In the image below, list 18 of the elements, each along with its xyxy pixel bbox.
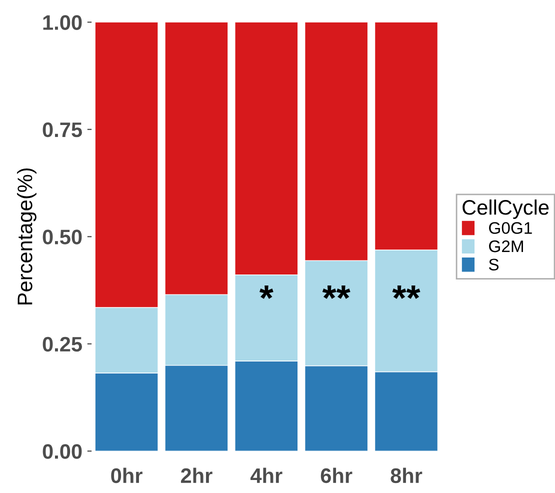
x-tick-label: 6hr — [320, 468, 352, 484]
x-tick-label: 2hr — [180, 468, 212, 483]
annotation: * — [259, 285, 274, 299]
y-axis-title: Percentage(%) — [17, 168, 36, 304]
annotation: ** — [392, 285, 420, 299]
legend-label: G0G1 — [489, 222, 532, 234]
legend-title: CellCycle — [462, 199, 549, 219]
x-tick-label: 0hr — [111, 468, 142, 484]
legend-label: S — [488, 258, 499, 270]
y-tick-label: 0.75 — [42, 122, 82, 138]
y-tick-label: 1.00 — [43, 15, 82, 30]
legend-label: G2M — [489, 240, 523, 252]
x-tick-label: 8hr — [390, 468, 422, 484]
annotation: ** — [322, 285, 350, 299]
y-tick-label: 0.25 — [42, 336, 82, 352]
y-tick-label: 0.00 — [42, 444, 82, 459]
y-tick-label: 0.50 — [42, 230, 82, 244]
x-tick-label: 4hr — [250, 468, 282, 483]
